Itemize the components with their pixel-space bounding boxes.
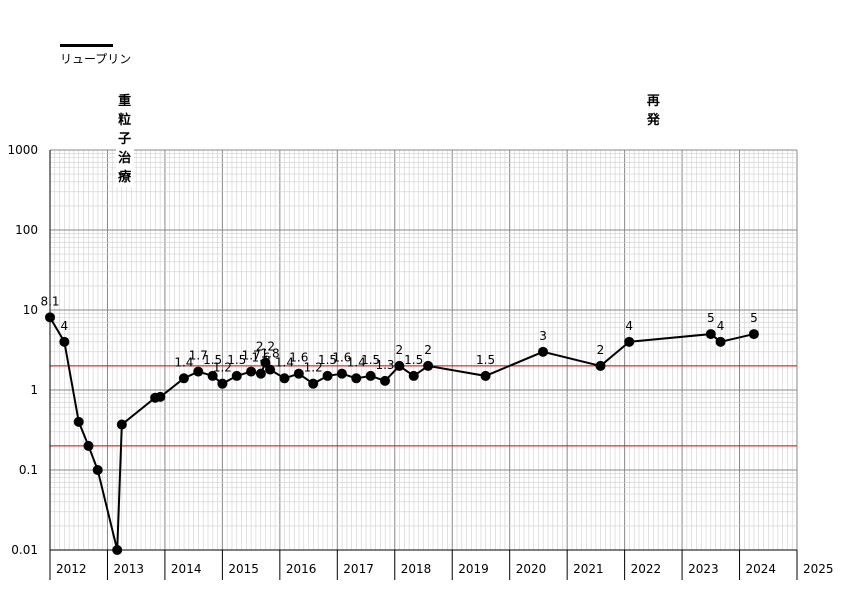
annotation-treatment: 重粒子治療 xyxy=(115,92,134,187)
data-point xyxy=(255,368,266,379)
data-point xyxy=(351,373,362,384)
data-point xyxy=(83,440,94,451)
x-tick-label: 2013 xyxy=(113,562,144,576)
y-tick-label: 1000 xyxy=(7,143,38,157)
data-label: 4 xyxy=(61,319,69,333)
data-point xyxy=(279,373,290,384)
x-tick-label: 2020 xyxy=(516,562,547,576)
data-label: 1.5 xyxy=(227,353,246,367)
data-point xyxy=(92,465,103,475)
series-line xyxy=(49,316,755,551)
data-point xyxy=(265,364,276,375)
data-point xyxy=(246,366,257,377)
x-tick-label: 2021 xyxy=(573,562,604,576)
y-tick-label: 1 xyxy=(30,383,38,397)
data-point xyxy=(380,375,391,386)
x-tick-label: 2017 xyxy=(343,562,374,576)
data-point xyxy=(705,329,716,340)
data-label: 1.5 xyxy=(318,353,337,367)
legend-line xyxy=(60,44,113,47)
x-tick-label: 2022 xyxy=(631,562,662,576)
data-point xyxy=(116,419,127,430)
data-label: 1.2 xyxy=(213,361,232,375)
data-label: 1.8 xyxy=(261,347,280,361)
data-point xyxy=(59,336,70,347)
data-point xyxy=(408,370,419,381)
data-labels: 8.141.41.71.51.21.51.71.62.21.81.41.61.2… xyxy=(40,294,757,374)
data-point xyxy=(748,329,759,340)
data-point xyxy=(193,366,204,377)
data-point xyxy=(73,416,84,427)
data-label: 1.7 xyxy=(242,349,261,363)
data-point xyxy=(231,370,242,381)
grid xyxy=(49,149,798,551)
x-tick-label: 2016 xyxy=(286,562,317,576)
data-label: 4 xyxy=(717,319,725,333)
data-label: 1.2 xyxy=(304,361,323,375)
x-tick-label: 2015 xyxy=(228,562,259,576)
data-label: 8.1 xyxy=(40,294,59,308)
series-polyline xyxy=(49,316,755,551)
data-label: 1.4 xyxy=(174,355,193,369)
y-tick-label: 10 xyxy=(23,303,38,317)
data-point xyxy=(178,373,189,384)
data-label: 2 xyxy=(396,343,404,357)
data-point xyxy=(715,336,726,347)
data-point xyxy=(308,378,319,389)
series-points xyxy=(45,312,759,555)
data-point xyxy=(336,368,347,379)
data-point xyxy=(624,336,635,347)
data-point xyxy=(112,545,123,555)
data-point xyxy=(394,360,405,371)
data-point xyxy=(155,391,166,402)
x-tick-label: 2012 xyxy=(56,562,87,576)
data-label: 1.3 xyxy=(375,358,394,372)
x-tick-label: 2025 xyxy=(803,562,834,576)
x-tick-label: 2019 xyxy=(458,562,489,576)
data-label: 1.6 xyxy=(332,351,351,365)
data-point xyxy=(217,378,228,389)
data-point xyxy=(322,370,333,381)
data-label: 1.5 xyxy=(203,353,222,367)
x-tick-label: 2014 xyxy=(171,562,202,576)
data-label: 1.4 xyxy=(347,355,366,369)
data-point xyxy=(365,370,376,381)
data-point xyxy=(45,312,55,323)
data-point xyxy=(595,360,606,371)
y-tick-label: 0.1 xyxy=(19,463,38,477)
axes: 0.01 0.1 1 10 100 1000 2012 2013 2014 2015 2016 201… xyxy=(7,143,834,580)
data-label: 5 xyxy=(750,311,758,325)
data-label: 1.7 xyxy=(189,349,208,363)
data-label: 1.5 xyxy=(361,353,380,367)
y-tick-label: 0.01 xyxy=(11,543,38,557)
x-tick-label: 2024 xyxy=(746,562,777,576)
data-label: 1.4 xyxy=(275,355,294,369)
legend-label: リュープリン xyxy=(60,52,132,66)
data-point xyxy=(207,370,218,381)
data-label: 1.5 xyxy=(404,353,423,367)
x-tick-label: 2018 xyxy=(401,562,432,576)
data-label: 3 xyxy=(539,329,547,343)
data-label: 1.6 xyxy=(289,351,308,365)
data-point xyxy=(293,368,304,379)
data-label: 2 xyxy=(597,343,605,357)
data-point xyxy=(480,370,491,381)
data-point xyxy=(538,346,549,357)
data-label: 1.6 xyxy=(251,351,270,365)
x-tick-label: 2023 xyxy=(688,562,719,576)
data-label: 5 xyxy=(707,311,715,325)
y-tick-label: 100 xyxy=(15,223,38,237)
data-label: 2.2 xyxy=(256,340,275,354)
data-point xyxy=(423,360,434,371)
data-label: 4 xyxy=(625,319,633,333)
data-label: 1.5 xyxy=(476,353,495,367)
annotation-recurrence: 再発 xyxy=(644,92,663,130)
data-label: 2 xyxy=(424,343,432,357)
